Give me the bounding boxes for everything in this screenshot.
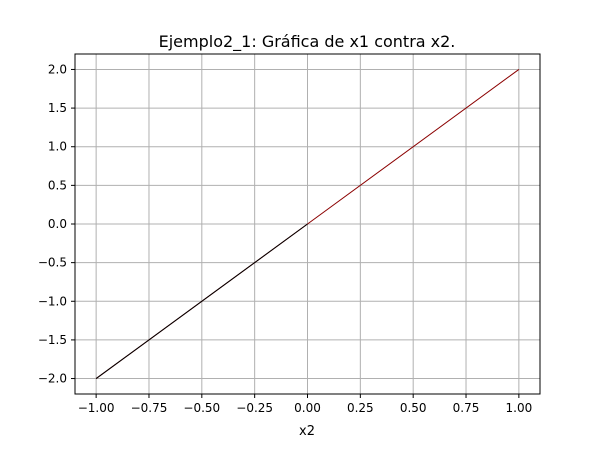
x-tick-label: 1.00	[506, 401, 533, 415]
x-axis-ticks: −1.00 −0.75 −0.50 −0.25 0.00 0.25 0.50 0.75 1.00	[78, 394, 532, 415]
x-tick-label: −1.00	[78, 401, 115, 415]
series-line-2	[95, 223, 308, 379]
y-tick-label: −1.0	[38, 294, 67, 308]
x-tick-label: −0.75	[131, 401, 168, 415]
x-tick-label: −0.50	[183, 401, 220, 415]
x-tick-label: 0.25	[347, 401, 374, 415]
y-tick-label: −1.5	[38, 333, 67, 347]
y-axis-ticks: −2.0 −1.5 −1.0 −0.5 0.0 0.5 1.0 1.5 2.0	[38, 62, 75, 386]
y-tick-label: 1.5	[48, 101, 67, 115]
x-tick-label: 0.75	[453, 401, 480, 415]
y-tick-label: −0.5	[38, 256, 67, 270]
x-axis-label: x2	[299, 424, 315, 439]
y-tick-label: 0.5	[48, 178, 67, 192]
y-tick-label: −2.0	[38, 372, 67, 386]
x-tick-label: 0.00	[294, 401, 321, 415]
x-tick-label: −0.25	[236, 401, 273, 415]
y-tick-label: 0.0	[48, 217, 67, 231]
x-tick-label: 0.50	[400, 401, 427, 415]
series-group	[95, 69, 520, 379]
y-tick-label: 1.0	[48, 140, 67, 154]
y-tick-label: 2.0	[48, 62, 67, 76]
chart-title: Ejemplo2_1: Gráfica de x1 contra x2.	[159, 32, 456, 52]
